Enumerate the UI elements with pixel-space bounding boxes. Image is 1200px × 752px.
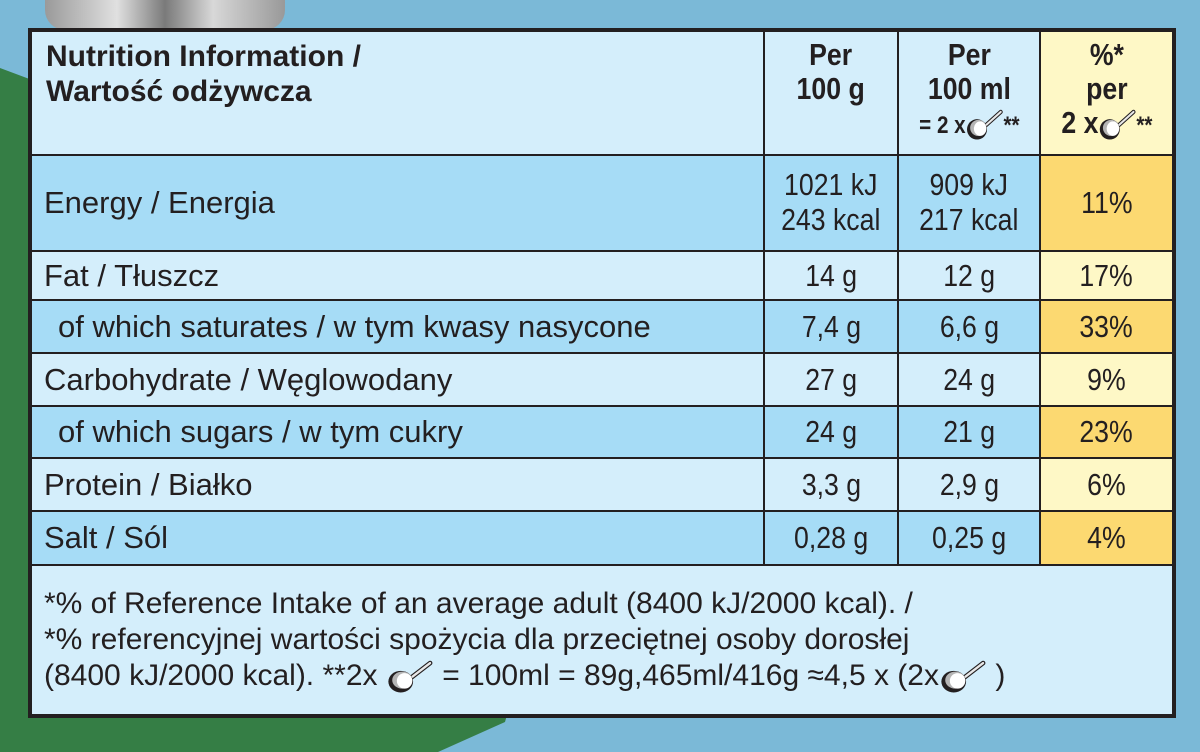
ice-cream-scoop-icon bbox=[965, 109, 1003, 141]
title-line-2: Wartość odżywcza bbox=[46, 74, 312, 108]
value-per-100g: 7,4 g bbox=[763, 299, 899, 354]
col-header-per-100g: Per 100 g bbox=[763, 29, 899, 156]
value-per-100ml: 21 g bbox=[897, 405, 1041, 459]
value-per-100g: 1021 kJ 243 kcal bbox=[763, 154, 899, 252]
value-text: 3,3 g bbox=[801, 466, 861, 502]
ri-text: 6% bbox=[1087, 466, 1126, 502]
value-per-100g: 14 g bbox=[763, 250, 899, 301]
table-row-protein: Protein / Białko 3,3 g 2,9 g 6% bbox=[29, 457, 1175, 512]
footnote-text: = 100ml = 89g,465ml/416g ≈4,5 x (2x bbox=[442, 658, 939, 692]
ri-text: 9% bbox=[1087, 361, 1126, 397]
nutrition-table: Nutrition Information / Wartość odżywcza… bbox=[28, 28, 1176, 718]
value-per-100ml: 2,9 g bbox=[897, 457, 1041, 512]
footnote-text: *% referencyjnej wartości spożycia dla p… bbox=[44, 622, 910, 656]
ice-cream-scoop-icon bbox=[939, 660, 987, 694]
row-label: of which saturates / w tym kwasy nasycon… bbox=[29, 299, 765, 354]
col3-line1: %* bbox=[1089, 37, 1124, 72]
footnote-line-1: *% of Reference Intake of an average adu… bbox=[44, 586, 1160, 622]
title-line-1: Nutrition Information / bbox=[46, 40, 361, 73]
ice-cream-scoop-icon bbox=[1098, 109, 1136, 141]
table-row-fat: Fat / Tłuszcz 14 g 12 g 17% bbox=[29, 250, 1175, 301]
row-label: of which sugars / w tym cukry bbox=[29, 405, 765, 459]
value-per-100g: 3,3 g bbox=[763, 457, 899, 512]
value-text: 7,4 g bbox=[801, 308, 861, 344]
footnote-text: ) bbox=[995, 658, 1006, 692]
value-reference-intake: 23% bbox=[1039, 405, 1175, 459]
row-label: Protein / Białko bbox=[29, 457, 765, 512]
ice-cream-scoop-icon bbox=[386, 660, 434, 694]
value-text: 24 g bbox=[943, 361, 995, 397]
value-kcal: 217 kcal bbox=[919, 201, 1019, 237]
value-per-100g: 0,28 g bbox=[763, 510, 899, 566]
footnote-text: *% of Reference Intake of an average adu… bbox=[44, 586, 913, 620]
value-text: 2,9 g bbox=[939, 466, 999, 502]
value-per-100g: 24 g bbox=[763, 405, 899, 459]
col1-line2: 100 g bbox=[796, 71, 866, 107]
footnote-line-2: *% referencyjnej wartości spożycia dla p… bbox=[44, 622, 1160, 658]
value-reference-intake: 9% bbox=[1039, 352, 1175, 407]
col1-line1: Per bbox=[809, 37, 853, 72]
value-per-100ml: 12 g bbox=[897, 250, 1041, 301]
row-label: Energy / Energia bbox=[29, 154, 765, 252]
ri-text: 17% bbox=[1079, 257, 1134, 293]
value-text: 6,6 g bbox=[939, 308, 999, 344]
value-kj: 909 kJ bbox=[929, 167, 1009, 203]
col-header-per-100ml: Per 100 ml = 2 x ** bbox=[897, 29, 1041, 156]
table-title: Nutrition Information / Wartość odżywcza bbox=[29, 29, 765, 156]
col3-line2: per bbox=[1085, 71, 1128, 107]
table-row-sugars: of which sugars / w tym cukry 24 g 21 g … bbox=[29, 405, 1175, 459]
value-reference-intake: 17% bbox=[1039, 250, 1175, 301]
header-row: Nutrition Information / Wartość odżywcza… bbox=[29, 29, 1175, 156]
value-per-100g: 27 g bbox=[763, 352, 899, 407]
footnote: *% of Reference Intake of an average adu… bbox=[29, 564, 1175, 717]
table-row-carbohydrate: Carbohydrate / Węglowodany 27 g 24 g 9% bbox=[29, 352, 1175, 407]
value-kj: 1021 kJ bbox=[784, 167, 878, 203]
product-photo bbox=[45, 0, 285, 30]
ri-text: 23% bbox=[1079, 414, 1134, 449]
footnote-row: *% of Reference Intake of an average adu… bbox=[29, 564, 1175, 717]
col3-line3: 2 x bbox=[1060, 105, 1099, 141]
col2-line1: Per bbox=[947, 37, 991, 72]
ri-text: 4% bbox=[1087, 520, 1126, 555]
col-header-reference-intake: %* per 2 x ** bbox=[1039, 29, 1175, 156]
ri-text: 11% bbox=[1080, 185, 1133, 220]
ri-text: 33% bbox=[1079, 308, 1134, 344]
value-reference-intake: 11% bbox=[1039, 154, 1175, 252]
value-text: 14 g bbox=[805, 257, 857, 293]
value-text: 0,25 g bbox=[931, 520, 1007, 555]
value-per-100ml: 24 g bbox=[897, 352, 1041, 407]
value-per-100ml: 6,6 g bbox=[897, 299, 1041, 354]
table-row-salt: Salt / Sól 0,28 g 0,25 g 4% bbox=[29, 510, 1175, 566]
value-text: 24 g bbox=[805, 414, 857, 449]
col2-asterisks: ** bbox=[1003, 112, 1020, 140]
value-per-100ml: 0,25 g bbox=[897, 510, 1041, 566]
value-per-100ml: 909 kJ 217 kcal bbox=[897, 154, 1041, 252]
footnote-line-3: (8400 kJ/2000 kcal). **2x = 100ml = 89g,… bbox=[44, 658, 1160, 694]
row-label: Fat / Tłuszcz bbox=[29, 250, 765, 301]
value-text: 0,28 g bbox=[793, 520, 869, 555]
footnote-text: (8400 kJ/2000 kcal). **2x bbox=[44, 658, 378, 692]
value-text: 21 g bbox=[943, 414, 995, 449]
col2-line3: = 2 x bbox=[918, 112, 966, 140]
table-row-energy: Energy / Energia 1021 kJ 243 kcal 909 kJ 2… bbox=[29, 154, 1175, 252]
value-kcal: 243 kcal bbox=[781, 201, 881, 237]
row-label: Salt / Sól bbox=[29, 510, 765, 566]
value-text: 27 g bbox=[805, 361, 857, 397]
value-reference-intake: 33% bbox=[1039, 299, 1175, 354]
value-text: 12 g bbox=[943, 257, 995, 293]
col2-line2: 100 ml bbox=[927, 71, 1011, 107]
value-reference-intake: 4% bbox=[1039, 510, 1175, 566]
row-label: Carbohydrate / Węglowodany bbox=[29, 352, 765, 407]
value-reference-intake: 6% bbox=[1039, 457, 1175, 512]
col3-asterisks: ** bbox=[1135, 112, 1152, 140]
table-row-saturates: of which saturates / w tym kwasy nasycon… bbox=[29, 299, 1175, 354]
